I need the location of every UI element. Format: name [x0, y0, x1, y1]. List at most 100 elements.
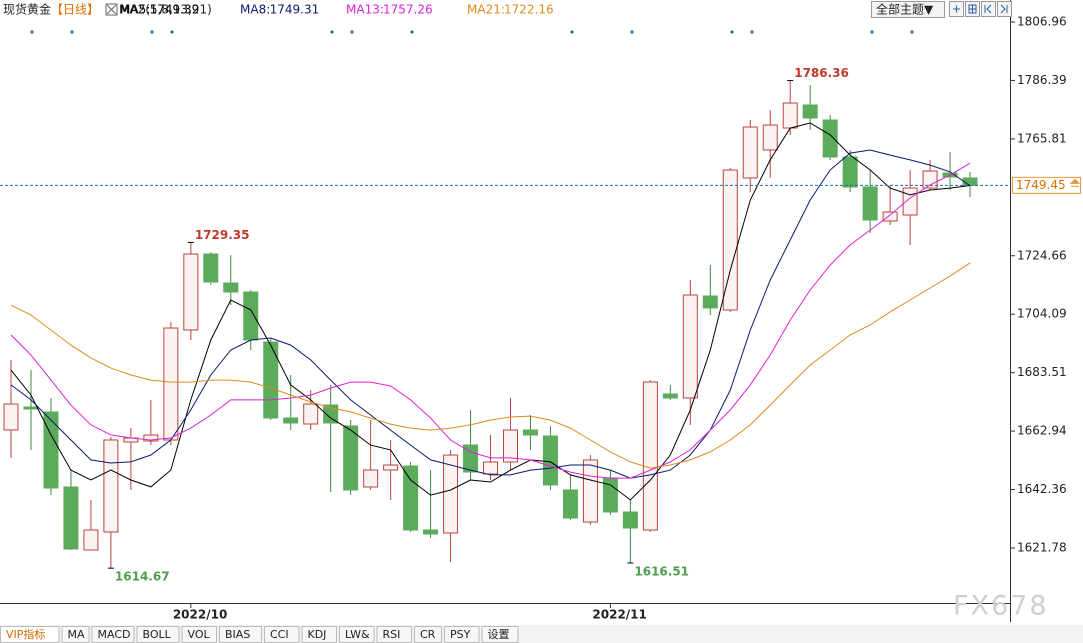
legend-value: 1749.39 — [150, 3, 200, 17]
candle-body — [183, 253, 199, 331]
indicator-icon-glyph — [106, 4, 117, 15]
candle-body — [223, 282, 239, 293]
y-tick-label: 1806.96 — [1017, 15, 1067, 29]
current-price-box — [1012, 176, 1081, 194]
tab-label: BOLL — [143, 628, 172, 641]
candle-body — [503, 429, 518, 463]
candle-body — [323, 404, 339, 424]
tab-label: 设置 — [488, 628, 510, 641]
candle-body — [63, 486, 79, 550]
low-label: 1614.67 — [115, 570, 170, 584]
candle-body — [203, 253, 219, 283]
candle-body — [842, 156, 858, 188]
candle-body — [83, 529, 99, 551]
candle-body — [103, 439, 119, 533]
ma-line — [10, 262, 971, 469]
candle-body — [562, 489, 578, 519]
candle-body — [702, 295, 718, 309]
high-label: 1729.35 — [195, 228, 250, 242]
legend-value: 1722.16 — [504, 3, 554, 17]
candle-body — [642, 381, 658, 531]
period-label: 【日线】 — [51, 3, 99, 17]
x-tick-label: 2022/10 — [173, 608, 227, 622]
legend-value: 1749.31 — [270, 3, 320, 17]
tab-label: BIAS — [225, 628, 250, 641]
legend: MA5: 1749.39 MA8: 1749.31 MA13: 1757.26 MA21: 1… — [120, 3, 554, 17]
candle-body — [762, 124, 778, 151]
legend-item: MA21: — [467, 3, 505, 17]
ma-line — [10, 162, 971, 479]
candle-body — [602, 477, 618, 513]
y-tick-label: 1765.81 — [1017, 131, 1067, 145]
legend-item: MA8: — [240, 3, 270, 17]
candle-body — [922, 170, 938, 189]
y-tick-label: 1786.39 — [1017, 73, 1067, 87]
candle-body — [263, 341, 279, 419]
tab-label: MA — [68, 628, 85, 641]
candle-body — [463, 444, 479, 473]
candle-body — [163, 327, 179, 441]
tab-label: VIP指标 — [6, 627, 45, 641]
candle-body — [742, 126, 758, 179]
candle-body — [363, 469, 379, 488]
tab-label: KDJ — [308, 628, 327, 641]
indicator-name: MA2(5,8,13,21) — [119, 3, 212, 17]
candle-body — [483, 461, 499, 475]
candle-body — [303, 403, 319, 425]
candle-body — [882, 211, 898, 222]
candle-body — [862, 186, 878, 221]
candle-body — [622, 511, 638, 529]
tab-label: VOL — [188, 628, 211, 641]
candle-body — [682, 294, 698, 399]
y-tick-label: 1642.36 — [1017, 482, 1067, 496]
candle-body — [403, 465, 419, 531]
high-label: 1786.36 — [794, 66, 849, 80]
tab-label: PSY — [450, 628, 471, 641]
tab-label: MACD — [98, 628, 131, 641]
theme-button[interactable] — [871, 1, 945, 18]
event-dots — [30, 30, 914, 34]
candle-body — [3, 403, 19, 431]
ma-line — [10, 149, 971, 479]
candle-body — [782, 102, 798, 129]
toolbar-glyphs — [953, 4, 1008, 14]
y-tick-label: 1662.94 — [1017, 424, 1067, 438]
y-tick-label: 1683.51 — [1017, 365, 1067, 379]
tab-label: CCI — [270, 628, 289, 641]
candle-body — [582, 459, 598, 523]
candle-body — [383, 464, 399, 471]
candle-body — [542, 435, 558, 486]
tab-label: RSI — [383, 628, 401, 641]
candle-body — [802, 104, 818, 119]
y-tick-label: 1724.66 — [1017, 248, 1067, 262]
candle-body — [443, 454, 459, 534]
candle-body — [43, 411, 59, 489]
legend-item: MA13: — [346, 3, 384, 17]
candle-body — [143, 434, 159, 442]
theme-button-label: 全部主题▼ — [876, 2, 934, 17]
candle-body — [902, 187, 918, 216]
low-label: 1616.51 — [634, 564, 689, 578]
candle-body — [423, 529, 439, 535]
y-tick-label: 1621.78 — [1017, 540, 1067, 554]
candle-body — [722, 169, 738, 311]
chart-title: 现货黄金 — [3, 2, 51, 17]
ma-line — [10, 122, 971, 501]
y-tick-label: 1704.09 — [1017, 307, 1067, 321]
candle-body — [962, 177, 978, 186]
legend-item: MA5: — [120, 3, 150, 17]
x-tick-label: 2022/11 — [592, 608, 646, 622]
candle-body — [23, 406, 39, 410]
back-button[interactable] — [981, 1, 996, 17]
tab-label: CR — [420, 628, 436, 641]
watermark: FX678 — [953, 591, 1049, 622]
candle-body — [343, 425, 359, 491]
candle-body — [662, 393, 678, 399]
candle-body — [243, 291, 259, 341]
current-price-label: 1749.45 — [1016, 178, 1066, 192]
candle-body — [522, 429, 538, 436]
candle-body — [822, 119, 838, 158]
candle-body — [283, 417, 299, 424]
